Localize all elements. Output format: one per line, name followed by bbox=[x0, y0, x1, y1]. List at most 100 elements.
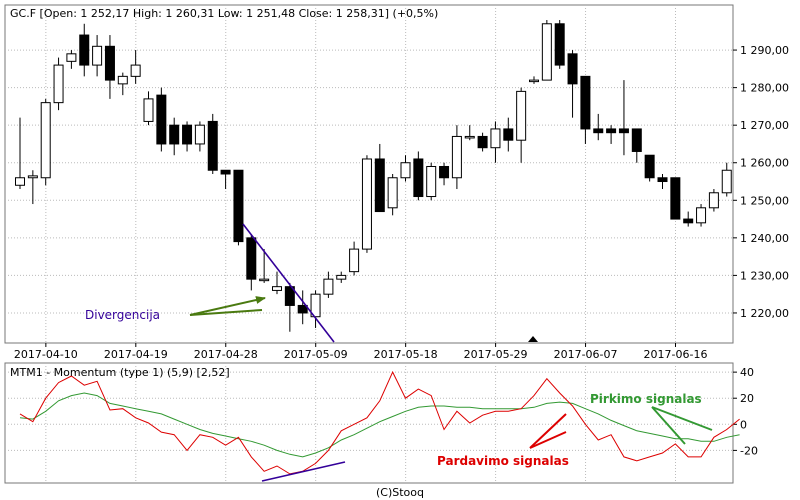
candle-body-up bbox=[53, 64, 64, 104]
momentum-signal-line bbox=[19, 392, 740, 458]
price-y-tick-label: 1 240,00 bbox=[740, 232, 789, 245]
candle bbox=[670, 177, 681, 220]
candle-body-down bbox=[439, 165, 450, 179]
sell-signal-label: Pardavimo signalas bbox=[437, 454, 569, 468]
x-tick-label: 2017-06-07 bbox=[554, 348, 618, 361]
sell-signal-line-1 bbox=[529, 413, 567, 449]
candle bbox=[567, 50, 578, 118]
candle bbox=[182, 121, 193, 152]
candle-body-up bbox=[92, 45, 103, 66]
candle bbox=[194, 121, 205, 152]
candle bbox=[464, 125, 475, 141]
candle-body-down bbox=[246, 237, 257, 280]
x-tick-label: 2017-04-28 bbox=[194, 348, 258, 361]
candle bbox=[233, 169, 244, 246]
candle-body-down bbox=[156, 94, 167, 145]
candle bbox=[117, 72, 128, 96]
x-tick-label: 2017-04-19 bbox=[104, 348, 168, 361]
candle bbox=[657, 174, 668, 190]
candle-body-up bbox=[426, 165, 437, 198]
price-y-tick-label: 1 290,00 bbox=[740, 44, 789, 57]
candle-body-up bbox=[516, 90, 527, 141]
candle-body-up bbox=[27, 175, 38, 179]
sell-signal-line-2 bbox=[529, 431, 567, 449]
candle-body-down bbox=[79, 34, 90, 66]
momentum-line bbox=[19, 370, 740, 475]
candle-body-up bbox=[323, 278, 334, 295]
momentum-panel bbox=[4, 362, 734, 484]
candle bbox=[259, 249, 270, 283]
candle-body-up bbox=[490, 128, 501, 149]
candle-body-up bbox=[387, 177, 398, 209]
price-y-tick-label: 1 260,00 bbox=[740, 157, 789, 170]
candle-body-down bbox=[503, 128, 514, 141]
candle bbox=[284, 282, 295, 332]
candle bbox=[220, 169, 231, 190]
candle-body-down bbox=[618, 128, 629, 134]
candle-body-up bbox=[451, 135, 462, 179]
candle bbox=[426, 162, 437, 201]
candle bbox=[207, 113, 218, 174]
candle-body-down bbox=[606, 128, 617, 134]
candle-body-up bbox=[66, 53, 77, 62]
x-tick-label: 2017-06-16 bbox=[644, 348, 708, 361]
buy-signal-line-2 bbox=[651, 406, 713, 431]
candle-body-down bbox=[567, 53, 578, 85]
candle bbox=[439, 162, 450, 186]
candle bbox=[349, 241, 360, 276]
indicator-label: MTM1 - Momentum (type 1) (5,9) [2,52] bbox=[10, 366, 230, 379]
candle bbox=[143, 91, 154, 126]
buy-signal-label: Pirkimo signalas bbox=[590, 392, 702, 406]
candle-body-down bbox=[554, 23, 565, 66]
candle bbox=[336, 271, 347, 283]
candle-body-up bbox=[721, 169, 732, 194]
candle bbox=[618, 80, 629, 156]
candle bbox=[631, 128, 642, 163]
candle bbox=[15, 117, 25, 190]
buy-signal-line-1 bbox=[651, 406, 686, 445]
candle-body-up bbox=[194, 124, 205, 145]
price-y-tick-label: 1 220,00 bbox=[740, 307, 789, 320]
candle bbox=[490, 121, 501, 163]
candle bbox=[413, 151, 424, 201]
candle bbox=[696, 204, 707, 227]
candle-body-down bbox=[644, 154, 655, 179]
candle bbox=[169, 117, 180, 156]
momentum-y-tick-label: 0 bbox=[740, 418, 747, 431]
candle-body-down bbox=[580, 75, 591, 130]
divergence-arrow-to-price bbox=[189, 296, 266, 316]
price-candles bbox=[15, 20, 732, 332]
candle bbox=[683, 211, 694, 227]
price-y-tick-label: 1 270,00 bbox=[740, 119, 789, 132]
candle bbox=[708, 189, 719, 212]
candle-body-down bbox=[683, 218, 694, 224]
candle bbox=[246, 234, 257, 291]
momentum-y-axis: 40 20 0 -20 bbox=[733, 366, 758, 457]
candle-body-up bbox=[696, 207, 707, 224]
candle-body-down bbox=[104, 45, 115, 81]
date-axis: 2017-04-10 2017-04-19 2017-04-28 2017-05-09… bbox=[14, 343, 708, 361]
event-marker-triangle bbox=[528, 336, 538, 342]
candle-body-down bbox=[182, 124, 193, 145]
candle bbox=[374, 143, 385, 213]
candle-body-up bbox=[117, 75, 128, 85]
candle-body-down bbox=[670, 177, 681, 220]
candle-body-down bbox=[477, 135, 488, 149]
candle bbox=[92, 35, 103, 77]
candle bbox=[400, 155, 411, 182]
price-y-tick-label: 1 250,00 bbox=[740, 194, 789, 207]
candle-body-up bbox=[272, 286, 282, 291]
candle-body-up bbox=[400, 162, 411, 179]
candle-body-down bbox=[169, 124, 180, 145]
candle bbox=[104, 35, 115, 99]
ticker-header: GC.F [Open: 1 252,17 High: 1 260,31 Low:… bbox=[10, 7, 438, 20]
candle-body-down bbox=[297, 304, 308, 314]
candle-body-down bbox=[593, 128, 604, 134]
candle bbox=[606, 125, 617, 144]
candle bbox=[644, 154, 655, 182]
momentum-grid bbox=[5, 363, 733, 483]
candle-body-down bbox=[374, 158, 385, 213]
candle-body-down bbox=[413, 158, 424, 198]
momentum-y-tick-label: 20 bbox=[740, 392, 754, 405]
